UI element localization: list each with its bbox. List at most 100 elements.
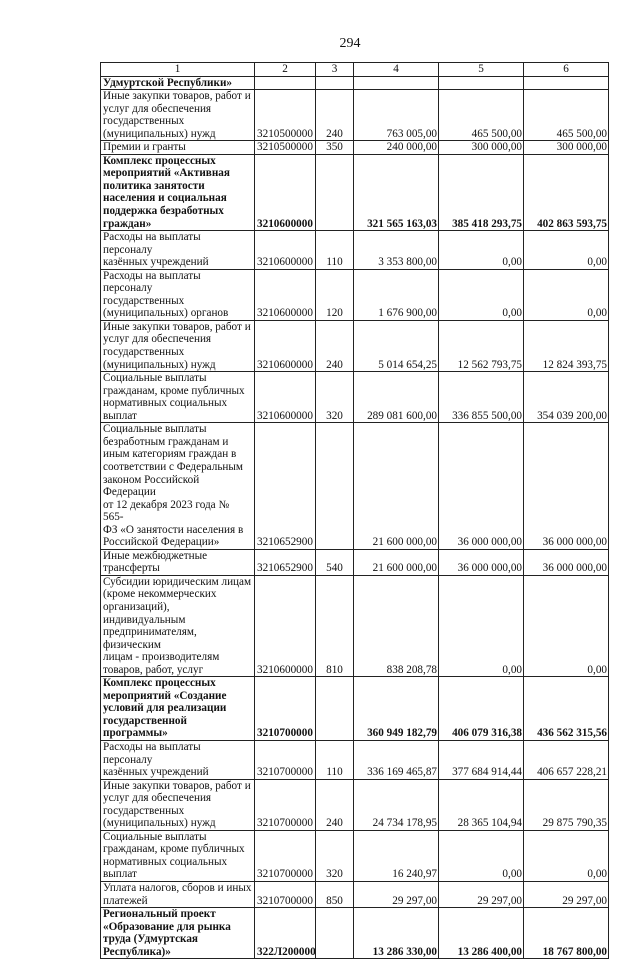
amount-col-6: 406 657 228,21	[523, 739, 609, 780]
row-name: Комплекс процессных мероприятий «Активна…	[100, 153, 255, 232]
target-code: 3210500000	[254, 140, 316, 155]
amount-col-4: 289 081 600,00	[353, 371, 439, 424]
row-name: Социальные выплаты безработным гражданам…	[100, 422, 255, 550]
table-row: Расходы на выплаты персоналу государстве…	[100, 268, 609, 321]
target-code	[254, 75, 316, 91]
amount-col-5: 465 500,00	[438, 89, 524, 142]
target-code: 3210600000	[254, 268, 316, 321]
target-code: 3210700000	[254, 676, 316, 741]
amount-col-4: 5 014 654,25	[353, 319, 439, 373]
amount-col-4: 1 676 900,00	[353, 268, 439, 321]
target-code: 322Л200000	[254, 907, 316, 959]
amount-col-4: 336 169 465,87	[353, 739, 439, 780]
amount-col-4: 360 949 182,79	[353, 676, 439, 741]
amount-col-6: 0,00	[523, 829, 609, 883]
expense-type: 850	[315, 880, 354, 909]
expense-type	[315, 907, 354, 959]
table-row: Уплата налогов, сборов и иных платежей 32…	[100, 880, 609, 909]
expense-type: 240	[315, 89, 354, 142]
table-row: Расходы на выплаты персоналу казённых уч…	[100, 230, 609, 270]
expense-type	[315, 153, 354, 232]
row-name: Уплата налогов, сборов и иных платежей	[100, 880, 255, 909]
amount-col-4: 3 353 800,00	[353, 230, 439, 270]
table-row: Комплекс процессных мероприятий «Активна…	[100, 153, 609, 232]
amount-col-4: 13 286 330,00	[353, 907, 439, 959]
amount-col-6: 0,00	[523, 574, 609, 678]
expense-type: 810	[315, 574, 354, 678]
amount-col-5: 336 855 500,00	[438, 371, 524, 424]
row-name: Удмуртской Республики»	[100, 75, 255, 91]
amount-col-5: 0,00	[438, 829, 524, 883]
expense-type: 320	[315, 829, 354, 883]
amount-col-5: 28 365 104,94	[438, 778, 524, 831]
row-name: Иные межбюджетные трансферты	[100, 548, 255, 576]
expense-type	[315, 676, 354, 741]
header-col-6: 6	[523, 62, 609, 77]
amount-col-5: 406 079 316,38	[438, 676, 524, 741]
amount-col-6: 354 039 200,00	[523, 371, 609, 424]
table-row: Субсидии юридическим лицам (кроме некомм…	[100, 574, 609, 678]
row-name: Иные закупки товаров, работ и услуг для …	[100, 319, 255, 373]
amount-col-5: 0,00	[438, 230, 524, 270]
amount-col-5: 36 000 000,00	[438, 422, 524, 550]
amount-col-4: 321 565 163,03	[353, 153, 439, 232]
amount-col-5: 300 000,00	[438, 140, 524, 155]
row-name: Иные закупки товаров, работ и услуг для …	[100, 89, 255, 142]
amount-col-6: 402 863 593,75	[523, 153, 609, 232]
expense-type: 320	[315, 371, 354, 424]
amount-col-5: 377 684 914,44	[438, 739, 524, 780]
expense-type: 110	[315, 739, 354, 780]
amount-col-6: 29 297,00	[523, 880, 609, 909]
row-name: Иные закупки товаров, работ и услуг для …	[100, 778, 255, 831]
row-name: Премии и гранты	[100, 140, 255, 155]
target-code: 3210600000	[254, 371, 316, 424]
expense-type: 240	[315, 319, 354, 373]
expense-type	[315, 75, 354, 91]
table-row: Иные межбюджетные трансферты 3210652900 54…	[100, 548, 609, 576]
expense-type	[315, 422, 354, 550]
amount-col-6: 436 562 315,56	[523, 676, 609, 741]
row-name: Расходы на выплаты персоналу казённых уч…	[100, 230, 255, 270]
header-col-2: 2	[254, 62, 316, 77]
table-row: Расходы на выплаты персоналу казённых уч…	[100, 739, 609, 780]
header-col-3: 3	[315, 62, 354, 77]
target-code: 3210652900	[254, 548, 316, 576]
expense-type: 240	[315, 778, 354, 831]
table-row: Премии и гранты 3210500000 350 240 000,00 30…	[100, 140, 609, 155]
amount-col-4: 240 000,00	[353, 140, 439, 155]
amount-col-5: 0,00	[438, 268, 524, 321]
row-name: Региональный проект «Образование для рын…	[100, 907, 255, 959]
amount-col-6	[523, 75, 609, 91]
row-name: Социальные выплаты гражданам, кроме публ…	[100, 829, 255, 883]
target-code: 3210600000	[254, 574, 316, 678]
target-code: 3210600000	[254, 153, 316, 232]
budget-table: 1 2 3 4 5 6 Удмуртской Республики» Иные з…	[100, 62, 609, 959]
amount-col-6: 36 000 000,00	[523, 422, 609, 550]
amount-col-6: 18 767 800,00	[523, 907, 609, 959]
target-code: 3210600000	[254, 319, 316, 373]
amount-col-4: 763 005,00	[353, 89, 439, 142]
amount-col-4: 838 208,78	[353, 574, 439, 678]
amount-col-4: 16 240,97	[353, 829, 439, 883]
page-number: 294	[339, 36, 361, 51]
amount-col-5: 13 286 400,00	[438, 907, 524, 959]
table-header-row: 1 2 3 4 5 6	[100, 62, 609, 77]
expense-type: 110	[315, 230, 354, 270]
table-row: Социальные выплаты безработным гражданам…	[100, 422, 609, 550]
amount-col-4	[353, 75, 439, 91]
row-name: Комплекс процессных мероприятий «Создани…	[100, 676, 255, 741]
target-code: 3210700000	[254, 739, 316, 780]
table-row: Иные закупки товаров, работ и услуг для …	[100, 778, 609, 831]
amount-col-6: 29 875 790,35	[523, 778, 609, 831]
row-name: Расходы на выплаты персоналу казённых уч…	[100, 739, 255, 780]
header-col-4: 4	[353, 62, 439, 77]
row-name: Социальные выплаты гражданам, кроме публ…	[100, 371, 255, 424]
table-row: Комплекс процессных мероприятий «Создани…	[100, 676, 609, 741]
amount-col-5: 0,00	[438, 574, 524, 678]
amount-col-6: 36 000 000,00	[523, 548, 609, 576]
expense-type: 120	[315, 268, 354, 321]
amount-col-6: 12 824 393,75	[523, 319, 609, 373]
amount-col-4: 29 297,00	[353, 880, 439, 909]
expense-type: 350	[315, 140, 354, 155]
amount-col-4: 21 600 000,00	[353, 422, 439, 550]
